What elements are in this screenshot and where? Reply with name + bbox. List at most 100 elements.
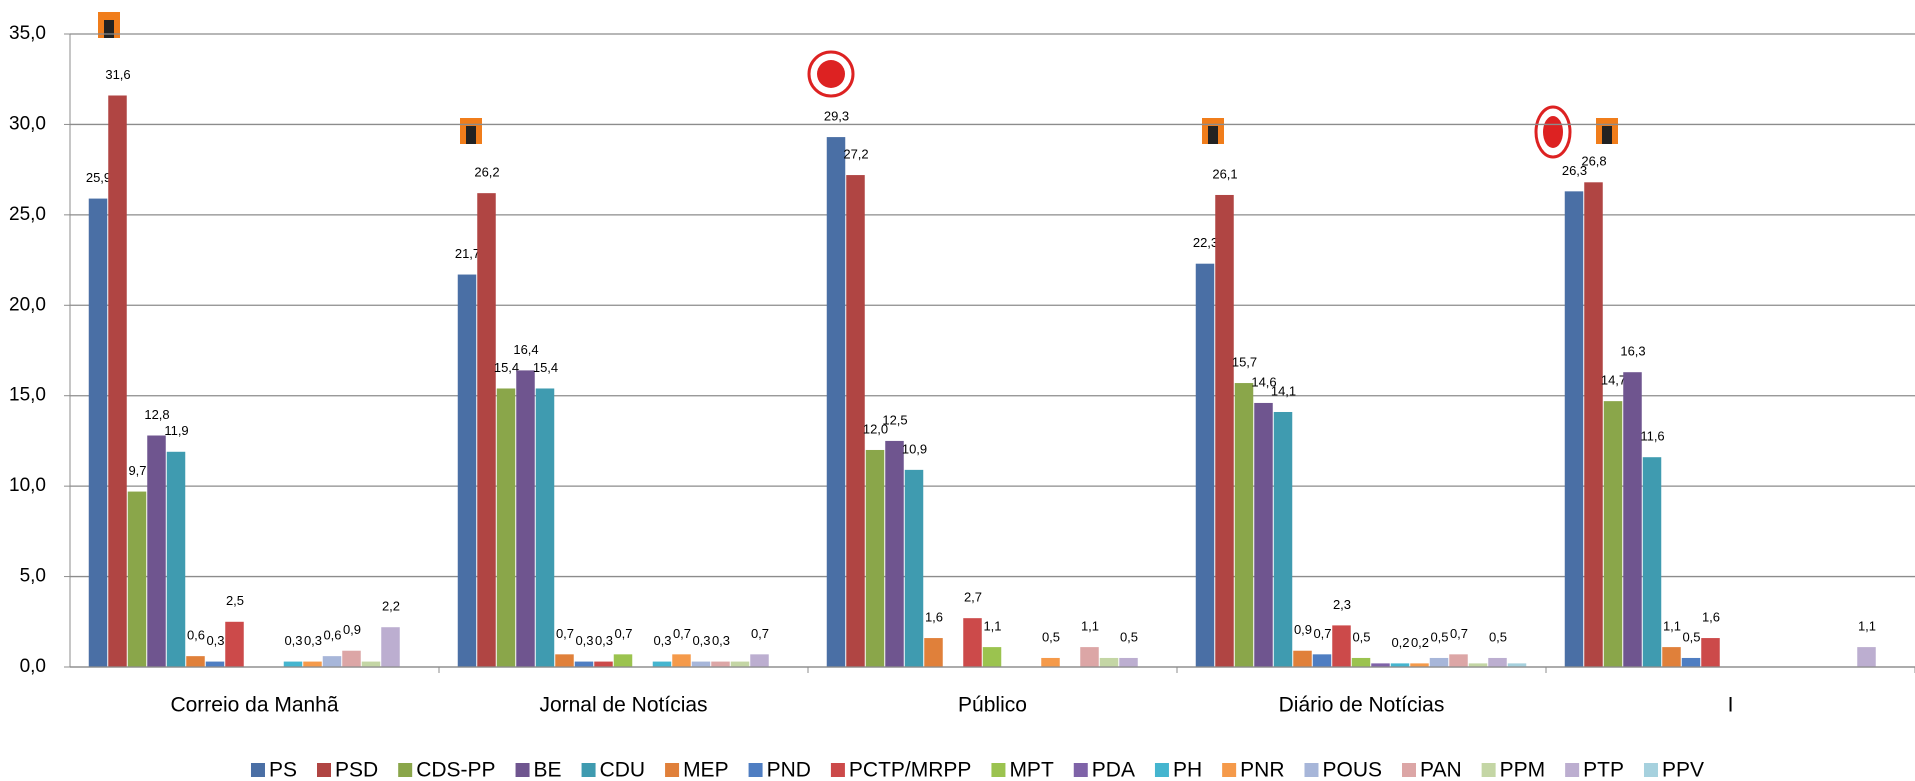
bar xyxy=(672,654,691,667)
legend-swatch xyxy=(665,763,680,777)
y-tick-label: 5,0 xyxy=(20,566,46,587)
legend-swatch xyxy=(991,763,1006,777)
value-label: 11,6 xyxy=(1640,429,1664,444)
legend-swatch xyxy=(1154,763,1169,777)
legend-label: MPT xyxy=(1009,759,1054,781)
y-tick-label: 20,0 xyxy=(9,294,46,315)
value-label: 0,3 xyxy=(692,633,710,648)
value-label: 12,0 xyxy=(863,421,888,436)
value-label: 26,2 xyxy=(474,165,499,180)
value-label: 0,7 xyxy=(556,626,574,641)
bar xyxy=(1215,194,1234,667)
value-label: 15,7 xyxy=(1232,354,1257,369)
value-label: 16,3 xyxy=(1620,344,1645,359)
value-label: 0,7 xyxy=(614,626,632,641)
value-label: 1,1 xyxy=(983,619,1001,634)
y-tick-label: 15,0 xyxy=(9,385,46,406)
value-label: 0,7 xyxy=(673,626,691,641)
legend-swatch xyxy=(1073,763,1088,777)
value-label: 12,8 xyxy=(144,407,169,422)
legend-swatch xyxy=(317,763,331,777)
x-tick-label: Jornal de Notícias xyxy=(539,694,707,717)
legend-swatch xyxy=(1304,763,1319,777)
bar xyxy=(381,627,400,667)
value-label: 0,5 xyxy=(1430,629,1448,644)
value-label: 0,5 xyxy=(1120,629,1138,644)
value-label: 27,2 xyxy=(843,147,868,162)
bar xyxy=(750,654,769,667)
value-label: 11,9 xyxy=(164,423,188,438)
value-label: 9,7 xyxy=(128,463,146,478)
x-tick-label: Público xyxy=(958,694,1027,717)
bar xyxy=(166,451,186,667)
legend-label: CDS-PP xyxy=(416,759,495,781)
bar xyxy=(652,661,672,667)
legend-label: POUS xyxy=(1322,759,1382,781)
legend-label: PPV xyxy=(1662,759,1704,781)
value-label: 21,7 xyxy=(455,246,480,261)
bar xyxy=(1332,625,1351,667)
bar xyxy=(711,661,730,667)
value-label: 1,6 xyxy=(1702,610,1720,625)
legend-swatch xyxy=(581,763,596,777)
bar xyxy=(904,469,924,667)
bar xyxy=(594,661,613,667)
bar xyxy=(691,661,711,667)
value-label: 10,9 xyxy=(902,441,927,456)
legend-label: MEP xyxy=(683,759,729,781)
value-label: 0,2 xyxy=(1391,635,1409,650)
bar xyxy=(477,193,496,667)
bar xyxy=(1371,663,1390,667)
bar xyxy=(127,491,147,667)
value-label: 0,3 xyxy=(595,633,613,648)
value-label: 14,1 xyxy=(1271,383,1296,398)
value-label: 0,7 xyxy=(1313,626,1331,641)
bar xyxy=(1642,457,1662,667)
bar xyxy=(865,449,885,667)
legend-label: PTP xyxy=(1583,759,1624,781)
legend-label: PND xyxy=(767,759,811,781)
bar xyxy=(1564,191,1584,668)
bar xyxy=(826,137,846,668)
legend-label: PDA xyxy=(1092,759,1135,781)
value-label: 2,7 xyxy=(964,590,982,605)
value-label: 0,9 xyxy=(343,622,361,637)
bar xyxy=(1273,411,1293,667)
value-label: 1,1 xyxy=(1663,619,1681,634)
legend-label: PAN xyxy=(1420,759,1462,781)
y-tick-label: 0,0 xyxy=(20,656,46,677)
bar xyxy=(1662,647,1681,667)
bar xyxy=(924,638,943,667)
bar xyxy=(225,621,244,667)
value-label: 12,5 xyxy=(882,412,907,427)
legend-label: BE xyxy=(534,759,562,781)
bar xyxy=(730,661,750,667)
bar xyxy=(1312,654,1332,667)
bar xyxy=(613,654,633,667)
legend-label: CDU xyxy=(600,759,646,781)
legend-label: PS xyxy=(269,759,297,781)
bar xyxy=(846,175,865,667)
bar xyxy=(1099,657,1119,667)
value-label: 0,2 xyxy=(1411,635,1429,650)
bar xyxy=(1623,372,1642,667)
bar xyxy=(574,661,594,667)
x-tick-label: I xyxy=(1728,694,1734,717)
legend-swatch xyxy=(398,763,413,777)
legend-label: PNR xyxy=(1240,759,1284,781)
value-label: 2,2 xyxy=(382,599,400,614)
bar xyxy=(1701,638,1720,667)
value-label: 15,4 xyxy=(533,360,558,375)
value-label: 0,9 xyxy=(1294,622,1312,637)
bar xyxy=(1429,657,1449,667)
value-label: 29,3 xyxy=(824,109,849,124)
legend-label: PH xyxy=(1173,759,1202,781)
bar xyxy=(1119,657,1138,667)
value-label: 16,4 xyxy=(513,342,538,357)
legend-label: PCTP/MRPP xyxy=(849,759,972,781)
bar xyxy=(1234,383,1254,667)
x-tick-label: Diário de Notícias xyxy=(1279,694,1445,717)
y-tick-label: 25,0 xyxy=(9,204,46,225)
bar xyxy=(1080,647,1099,667)
